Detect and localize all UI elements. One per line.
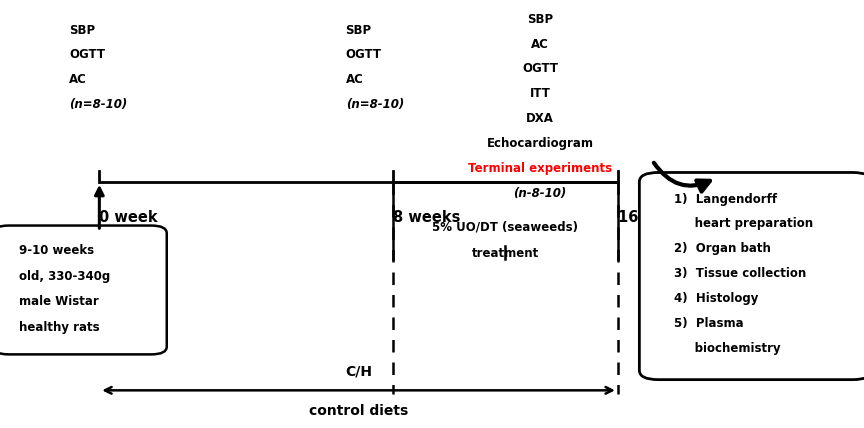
FancyBboxPatch shape xyxy=(0,226,167,354)
Text: C/H: C/H xyxy=(345,365,372,379)
Text: control diets: control diets xyxy=(309,404,408,419)
Text: OGTT: OGTT xyxy=(522,62,558,75)
Text: healthy rats: healthy rats xyxy=(19,321,99,334)
Text: 0 week: 0 week xyxy=(99,210,158,225)
Text: AC: AC xyxy=(69,73,87,86)
Text: 8 weeks: 8 weeks xyxy=(393,210,461,225)
Text: treatment: treatment xyxy=(472,247,539,260)
FancyBboxPatch shape xyxy=(639,172,864,380)
Text: 5)  Plasma: 5) Plasma xyxy=(674,317,744,330)
Text: SBP: SBP xyxy=(527,13,553,26)
Text: Terminal experiments: Terminal experiments xyxy=(468,162,612,175)
Text: 1)  Langendorff: 1) Langendorff xyxy=(674,193,777,205)
Text: OGTT: OGTT xyxy=(69,48,105,61)
Text: male Wistar: male Wistar xyxy=(19,295,98,308)
Text: heart preparation: heart preparation xyxy=(674,217,813,230)
Text: SBP: SBP xyxy=(69,24,95,36)
Text: AC: AC xyxy=(531,38,549,51)
Text: SBP: SBP xyxy=(346,24,372,36)
Text: DXA: DXA xyxy=(526,112,554,125)
Text: 2)  Organ bath: 2) Organ bath xyxy=(674,242,771,255)
Text: 3)  Tissue collection: 3) Tissue collection xyxy=(674,267,806,280)
Text: Echocardiogram: Echocardiogram xyxy=(486,137,594,150)
Text: 4)  Histology: 4) Histology xyxy=(674,292,759,305)
Text: 5% UO/DT (seaweeds): 5% UO/DT (seaweeds) xyxy=(433,220,578,233)
Text: AC: AC xyxy=(346,73,364,86)
Text: ITT: ITT xyxy=(530,87,550,100)
Text: old, 330-340g: old, 330-340g xyxy=(19,270,111,282)
Text: (n=8-10): (n=8-10) xyxy=(69,98,127,111)
Text: (n-8-10): (n-8-10) xyxy=(513,187,567,199)
Text: 16 weeks: 16 weeks xyxy=(618,210,696,225)
Text: 9-10 weeks: 9-10 weeks xyxy=(19,244,94,257)
Text: biochemistry: biochemistry xyxy=(674,342,780,354)
Text: OGTT: OGTT xyxy=(346,48,382,61)
Text: (n=8-10): (n=8-10) xyxy=(346,98,403,111)
